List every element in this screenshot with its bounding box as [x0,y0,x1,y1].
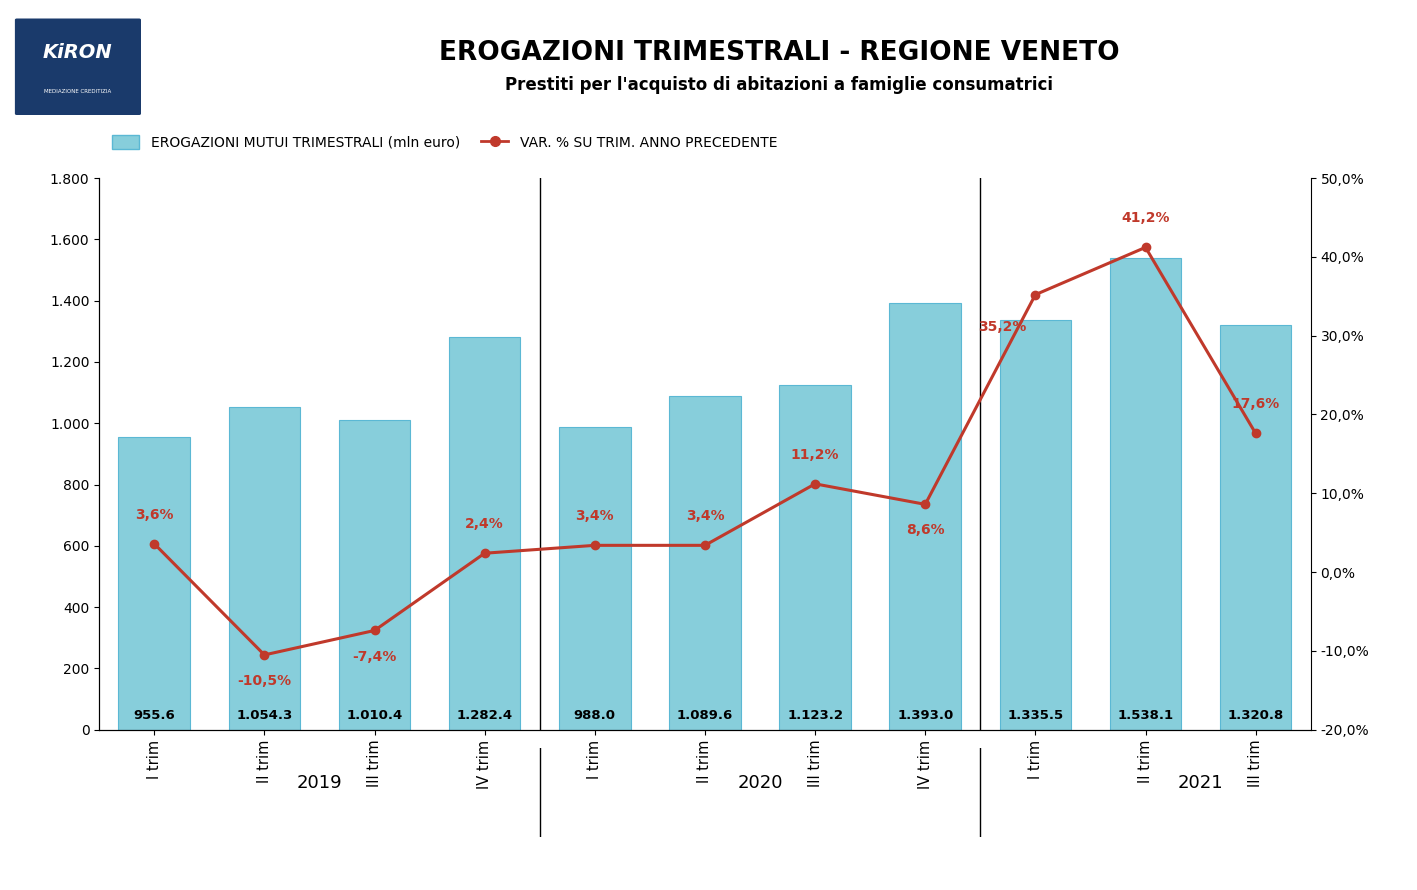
Bar [119,437,190,730]
Text: 1.282.4: 1.282.4 [456,709,513,722]
Bar [1110,258,1182,730]
Text: 2019: 2019 [296,774,343,792]
Bar [890,303,961,730]
Text: KiRON: KiRON [43,43,113,61]
Bar [669,396,741,730]
Text: 1.010.4: 1.010.4 [346,709,402,722]
Bar [999,320,1071,730]
Text: 1.335.5: 1.335.5 [1007,709,1063,722]
Text: 41,2%: 41,2% [1121,211,1170,225]
Text: 1.538.1: 1.538.1 [1118,709,1173,722]
Text: 1.123.2: 1.123.2 [786,709,843,722]
Text: 2020: 2020 [737,774,782,792]
FancyBboxPatch shape [14,18,142,116]
Bar [560,427,631,730]
Bar [339,420,411,730]
Bar [779,385,850,730]
Text: 17,6%: 17,6% [1231,397,1280,411]
Text: 35,2%: 35,2% [978,320,1026,334]
Bar [1220,325,1291,730]
Text: 2021: 2021 [1178,774,1223,792]
Text: 11,2%: 11,2% [791,448,839,462]
Text: 1.054.3: 1.054.3 [237,709,292,722]
Text: 3,6%: 3,6% [135,507,173,522]
Text: Prestiti per l'acquisto di abitazioni a famiglie consumatrici: Prestiti per l'acquisto di abitazioni a … [506,76,1053,93]
Text: EROGAZIONI TRIMESTRALI - REGIONE VENETO: EROGAZIONI TRIMESTRALI - REGIONE VENETO [439,40,1119,66]
Text: 955.6: 955.6 [133,709,176,722]
Legend: EROGAZIONI MUTUI TRIMESTRALI (mln euro), VAR. % SU TRIM. ANNO PRECEDENTE: EROGAZIONI MUTUI TRIMESTRALI (mln euro),… [106,129,782,156]
Text: 1.393.0: 1.393.0 [897,709,954,722]
Text: -7,4%: -7,4% [353,650,397,664]
Text: MEDIAZIONE CREDITIZIA: MEDIAZIONE CREDITIZIA [44,89,112,93]
Text: 3,4%: 3,4% [686,509,724,523]
Bar [228,407,300,730]
Text: 1.089.6: 1.089.6 [677,709,733,722]
Text: 3,4%: 3,4% [575,509,614,523]
Text: 988.0: 988.0 [574,709,616,722]
Text: -10,5%: -10,5% [237,674,292,688]
Text: 1.320.8: 1.320.8 [1227,709,1284,722]
Text: 2,4%: 2,4% [465,517,504,531]
Bar [449,336,520,730]
Text: 8,6%: 8,6% [905,523,945,538]
